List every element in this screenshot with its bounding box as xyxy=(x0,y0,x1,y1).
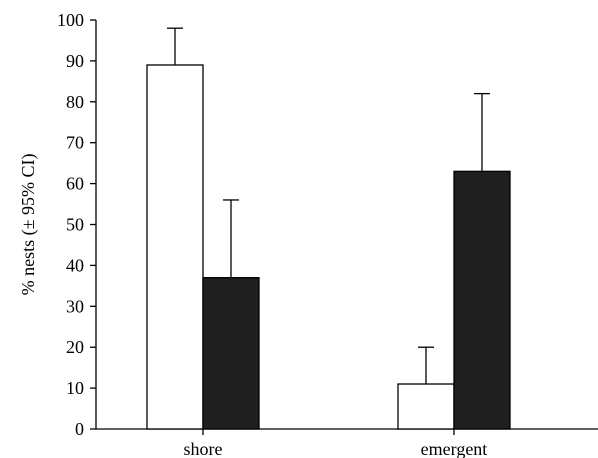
y-tick-label: 80 xyxy=(66,92,84,112)
y-tick-label: 100 xyxy=(57,10,84,30)
y-tick-label: 40 xyxy=(66,255,84,275)
y-axis-label: % nests (± 95% CI) xyxy=(18,154,39,296)
x-tick-label-shore: shore xyxy=(184,439,223,458)
y-tick-label: 70 xyxy=(66,133,84,153)
y-tick-label: 20 xyxy=(66,337,84,357)
x-tick-label-emergent: emergent xyxy=(421,439,488,458)
y-tick-label: 90 xyxy=(66,51,84,71)
bar-emergent-series-2 xyxy=(453,170,511,430)
y-tick-label: 0 xyxy=(75,419,84,439)
bars xyxy=(146,27,511,430)
y-tick-label: 50 xyxy=(66,215,84,235)
bar-shore-series-1 xyxy=(146,64,204,430)
x-axis: shore emergent xyxy=(96,428,598,458)
y-tick-label: 60 xyxy=(66,174,84,194)
bar-emergent-series-1 xyxy=(397,383,455,430)
y-tick-label: 30 xyxy=(66,296,84,316)
bar-shore-series-2 xyxy=(202,277,260,430)
y-axis: 0 10 20 30 40 50 60 70 80 90 100 xyxy=(57,10,97,439)
y-tick-label: 10 xyxy=(66,378,84,398)
